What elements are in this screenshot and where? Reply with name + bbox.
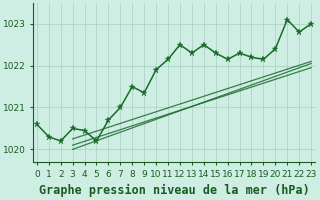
X-axis label: Graphe pression niveau de la mer (hPa): Graphe pression niveau de la mer (hPa) — [39, 184, 309, 197]
